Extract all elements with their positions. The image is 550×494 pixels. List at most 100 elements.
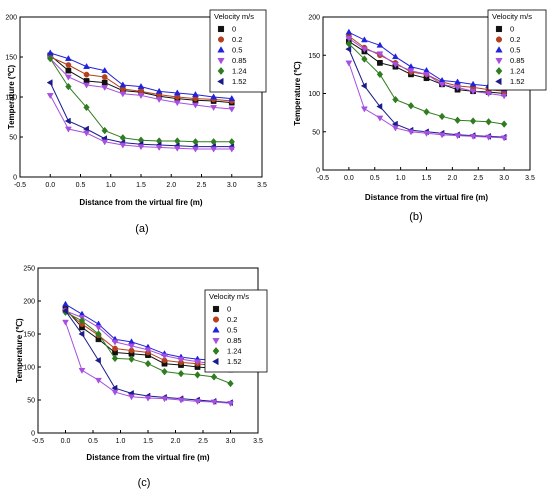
y-axis-label: Temperature (℃): [7, 64, 16, 129]
legend-entry: 0.5: [227, 326, 237, 335]
data-point: [65, 62, 72, 68]
data-point: [64, 54, 72, 61]
x-tick-label: 1.0: [396, 175, 406, 182]
data-point: [161, 367, 168, 376]
legend-entry: 1.24: [232, 67, 247, 76]
legend-marker: [495, 66, 503, 76]
series-line: [348, 35, 505, 92]
data-point: [376, 115, 384, 122]
legend-marker: [495, 58, 503, 65]
data-point: [64, 117, 71, 125]
x-tick-label: 0.0: [61, 438, 71, 445]
data-point: [83, 71, 90, 78]
data-point: [227, 379, 234, 388]
data-point: [78, 330, 85, 338]
data-point: [155, 97, 163, 104]
data-point: [95, 377, 102, 384]
y-tick-label: 100: [5, 95, 17, 102]
data-point: [137, 93, 145, 100]
data-point: [454, 133, 461, 140]
data-point: [210, 373, 218, 381]
y-tick-label: 200: [5, 15, 17, 22]
data-point: [83, 62, 90, 69]
data-point: [345, 60, 353, 67]
data-point: [65, 67, 72, 74]
data-point: [137, 82, 145, 89]
data-point: [101, 66, 109, 73]
data-point: [83, 103, 90, 112]
data-point: [376, 103, 383, 110]
x-tick-label: 3.0: [499, 175, 509, 182]
legend-entry: 1.52: [227, 357, 242, 366]
legend-marker: [495, 77, 502, 86]
legend-title: Velocity m/s: [214, 12, 254, 21]
x-tick-label: 1.5: [136, 182, 146, 189]
legend-marker: [212, 338, 220, 345]
data-point: [83, 82, 90, 89]
y-tick-label: 0: [31, 431, 35, 438]
y-axis-label: Temperature (℃): [293, 61, 302, 126]
legend-entry: 0.85: [227, 336, 242, 345]
data-point: [112, 345, 118, 352]
legend-box: [209, 9, 267, 93]
data-point: [111, 339, 119, 346]
x-tick-label: 2.0: [448, 175, 458, 182]
data-point: [64, 126, 72, 133]
legend-marker: [217, 66, 225, 76]
legend-marker: [495, 25, 503, 33]
data-point: [173, 89, 181, 96]
data-point: [177, 397, 185, 404]
data-point: [438, 112, 446, 121]
legend-title: Velocity m/s: [209, 292, 249, 301]
data-point: [192, 102, 199, 109]
data-point: [392, 125, 399, 132]
x-tick-label: 0.5: [76, 182, 86, 189]
data-point: [485, 134, 493, 141]
data-point: [210, 399, 218, 406]
panel-label: (a): [135, 223, 148, 235]
data-point: [392, 62, 399, 69]
data-point: [454, 78, 461, 85]
x-tick-label: 1.5: [143, 438, 153, 445]
data-point: [228, 146, 236, 153]
x-tick-label: 0.0: [45, 182, 55, 189]
data-point: [210, 146, 218, 153]
data-point: [155, 145, 163, 152]
data-point: [438, 132, 446, 139]
x-tick-label: 2.5: [473, 175, 483, 182]
data-point: [210, 105, 218, 112]
y-tick-label: 200: [308, 15, 320, 22]
data-point: [469, 88, 477, 95]
data-point: [392, 53, 399, 60]
legend-marker: [212, 346, 220, 356]
panel-c: -0.5 0.0 0.5 1.0 1.5 2.0 2.5 3.0 3.5 0 50 100 150 200…: [15, 266, 268, 489]
data-point: [47, 54, 54, 63]
data-point: [161, 357, 168, 364]
data-point: [46, 79, 53, 87]
data-point: [500, 135, 508, 142]
data-point: [144, 347, 152, 354]
legend-entry: 0.2: [227, 315, 237, 324]
data-point: [194, 371, 201, 379]
x-axis-label: Distance from the virtual fire (m): [86, 453, 209, 462]
x-tick-label: -0.5: [32, 438, 44, 445]
data-point: [423, 72, 430, 78]
x-tick-label: 3.5: [525, 175, 535, 182]
data-point: [228, 106, 236, 113]
data-point: [227, 400, 234, 407]
y-tick-label: 50: [9, 135, 17, 142]
x-tick-label: 0.0: [344, 175, 354, 182]
legend-marker: [217, 25, 225, 33]
legend-entry: 1.52: [232, 77, 247, 86]
data-point: [192, 90, 199, 97]
x-tick-label: 1.5: [422, 175, 432, 182]
data-point: [46, 93, 54, 100]
data-point: [345, 28, 353, 35]
y-tick-label: 150: [5, 55, 17, 62]
x-tick-label: -0.5: [317, 175, 329, 182]
data-point: [407, 101, 415, 110]
data-point: [61, 307, 68, 315]
y-tick-label: 100: [308, 91, 320, 98]
data-point: [95, 325, 102, 332]
data-point: [469, 80, 477, 87]
